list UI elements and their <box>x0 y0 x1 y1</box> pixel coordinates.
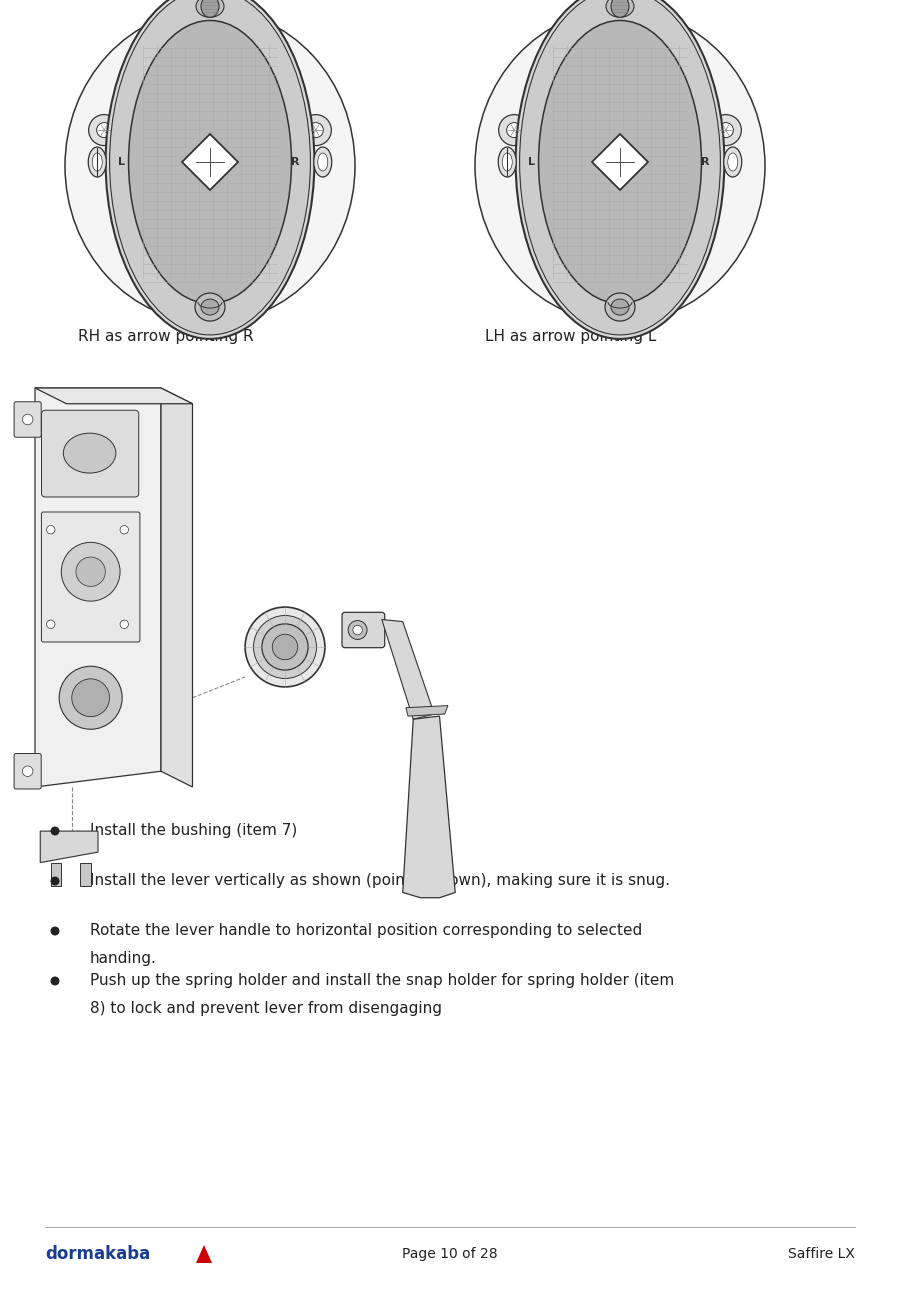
Circle shape <box>710 115 742 146</box>
FancyBboxPatch shape <box>41 512 140 642</box>
Ellipse shape <box>314 147 332 177</box>
Circle shape <box>76 557 105 587</box>
Text: L: L <box>527 158 535 167</box>
Ellipse shape <box>538 21 701 304</box>
Ellipse shape <box>611 298 629 315</box>
Ellipse shape <box>88 147 106 177</box>
Circle shape <box>120 620 129 628</box>
Text: Install the bushing (item 7): Install the bushing (item 7) <box>90 823 297 839</box>
Text: R: R <box>292 158 300 167</box>
Ellipse shape <box>502 152 512 171</box>
Ellipse shape <box>105 0 314 339</box>
Polygon shape <box>161 388 193 787</box>
Polygon shape <box>35 388 161 787</box>
Circle shape <box>348 620 367 640</box>
FancyBboxPatch shape <box>202 0 219 16</box>
Circle shape <box>61 543 120 601</box>
Circle shape <box>96 123 112 138</box>
Circle shape <box>262 624 308 671</box>
Circle shape <box>50 977 59 986</box>
Circle shape <box>22 415 33 425</box>
Circle shape <box>309 123 323 138</box>
Ellipse shape <box>519 0 720 335</box>
Circle shape <box>47 526 55 534</box>
Polygon shape <box>50 863 61 886</box>
Text: RH as arrow pointing R: RH as arrow pointing R <box>78 329 254 345</box>
Text: handing.: handing. <box>90 951 157 966</box>
Ellipse shape <box>516 0 724 339</box>
Circle shape <box>72 678 110 717</box>
FancyBboxPatch shape <box>342 612 385 647</box>
Ellipse shape <box>195 293 225 320</box>
Circle shape <box>254 615 317 678</box>
Ellipse shape <box>606 0 634 17</box>
Ellipse shape <box>605 293 635 320</box>
Ellipse shape <box>110 0 310 335</box>
FancyBboxPatch shape <box>41 411 139 497</box>
Circle shape <box>301 115 331 146</box>
Polygon shape <box>196 1245 212 1264</box>
Circle shape <box>499 115 530 146</box>
Ellipse shape <box>318 152 328 171</box>
Polygon shape <box>35 388 193 403</box>
Polygon shape <box>592 134 648 190</box>
Text: L: L <box>118 158 125 167</box>
FancyBboxPatch shape <box>198 0 222 16</box>
Circle shape <box>273 634 298 660</box>
Polygon shape <box>40 831 98 863</box>
FancyBboxPatch shape <box>14 753 41 789</box>
Circle shape <box>22 766 33 776</box>
Ellipse shape <box>724 147 742 177</box>
Text: LH as arrow pointing L: LH as arrow pointing L <box>485 329 656 345</box>
Ellipse shape <box>201 298 219 315</box>
Ellipse shape <box>196 0 224 17</box>
Text: Push up the spring holder and install the snap holder for spring holder (item: Push up the spring holder and install th… <box>90 973 674 988</box>
Circle shape <box>507 123 522 138</box>
Circle shape <box>718 123 734 138</box>
Ellipse shape <box>63 433 116 473</box>
Text: Saffire LX: Saffire LX <box>788 1247 855 1261</box>
Polygon shape <box>406 705 448 716</box>
Polygon shape <box>182 134 238 190</box>
Ellipse shape <box>201 0 219 17</box>
Text: Page 10 of 28: Page 10 of 28 <box>402 1247 498 1261</box>
Ellipse shape <box>499 147 517 177</box>
Text: Install the lever vertically as shown (pointing down), making sure it is snug.: Install the lever vertically as shown (p… <box>90 873 670 889</box>
Ellipse shape <box>129 21 292 304</box>
Polygon shape <box>403 716 455 898</box>
Ellipse shape <box>92 152 103 171</box>
Circle shape <box>353 625 363 634</box>
Ellipse shape <box>65 9 355 323</box>
Circle shape <box>245 607 325 687</box>
FancyBboxPatch shape <box>611 0 628 16</box>
Circle shape <box>50 926 59 935</box>
Circle shape <box>88 115 120 146</box>
FancyBboxPatch shape <box>608 0 632 16</box>
Circle shape <box>50 827 59 836</box>
Ellipse shape <box>475 9 765 323</box>
Text: Rotate the lever handle to horizontal position corresponding to selected: Rotate the lever handle to horizontal po… <box>90 924 643 938</box>
Polygon shape <box>382 619 434 720</box>
FancyBboxPatch shape <box>14 402 41 437</box>
Ellipse shape <box>728 152 738 171</box>
Polygon shape <box>80 863 91 886</box>
Circle shape <box>47 620 55 628</box>
Circle shape <box>50 876 59 885</box>
Ellipse shape <box>611 0 629 17</box>
Circle shape <box>120 526 129 534</box>
Text: R: R <box>701 158 710 167</box>
Text: dormakaba: dormakaba <box>45 1245 150 1264</box>
Circle shape <box>59 667 122 729</box>
Text: 8) to lock and prevent lever from disengaging: 8) to lock and prevent lever from diseng… <box>90 1001 442 1017</box>
